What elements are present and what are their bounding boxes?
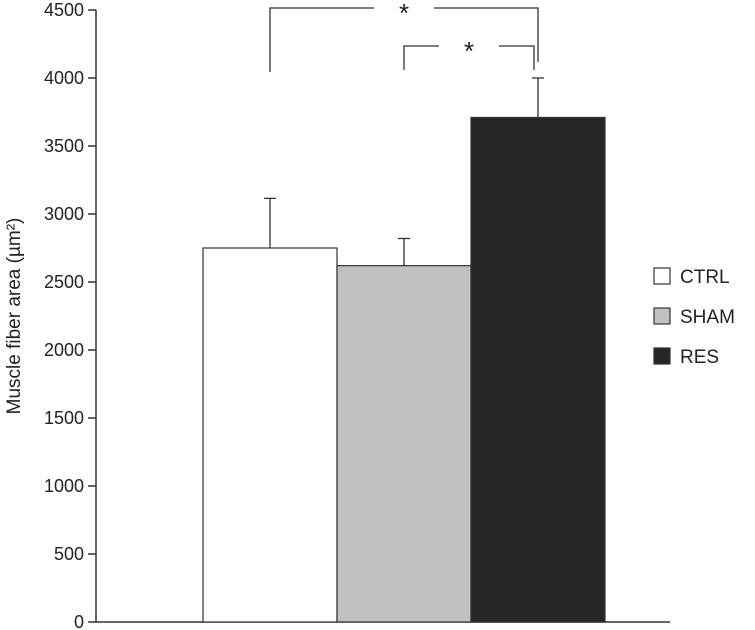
y-tick-label: 500: [54, 544, 84, 564]
legend-label-ctrl: CTRL: [680, 267, 730, 288]
legend-swatch-ctrl: [653, 267, 671, 285]
bar-res: [470, 116, 606, 623]
bar-sham: [336, 265, 472, 623]
legend-swatch-res: [653, 347, 671, 365]
significance-brackets: **: [269, 0, 539, 72]
y-tick-label: 0: [74, 612, 84, 630]
y-tick-label: 3000: [44, 204, 84, 224]
y-tick-label: 1500: [44, 408, 84, 428]
y-tick-label: 1000: [44, 476, 84, 496]
y-ticks: 0 500 1000 1500 2000 2500 3000 3500 4000 4500: [44, 0, 96, 630]
error-bars: [264, 77, 544, 266]
legend-label-res: RES: [680, 347, 719, 368]
significance-bracket: [403, 45, 535, 70]
y-tick-label: 2000: [44, 340, 84, 360]
y-axis-title: Muscle fiber area (µm²): [4, 218, 25, 415]
legend: CTRL SHAM RES: [653, 267, 735, 368]
significance-star: *: [464, 36, 474, 66]
y-tick-label: 4000: [44, 68, 84, 88]
y-tick-label: 3500: [44, 136, 84, 156]
significance-bracket: [269, 7, 539, 72]
bar-ctrl: [202, 247, 338, 623]
y-tick-label: 4500: [44, 0, 84, 20]
y-tick-label: 2500: [44, 272, 84, 292]
legend-label-sham: SHAM: [680, 307, 735, 328]
significance-star: *: [399, 0, 409, 28]
bars: [202, 116, 606, 623]
legend-swatch-sham: [653, 307, 671, 325]
